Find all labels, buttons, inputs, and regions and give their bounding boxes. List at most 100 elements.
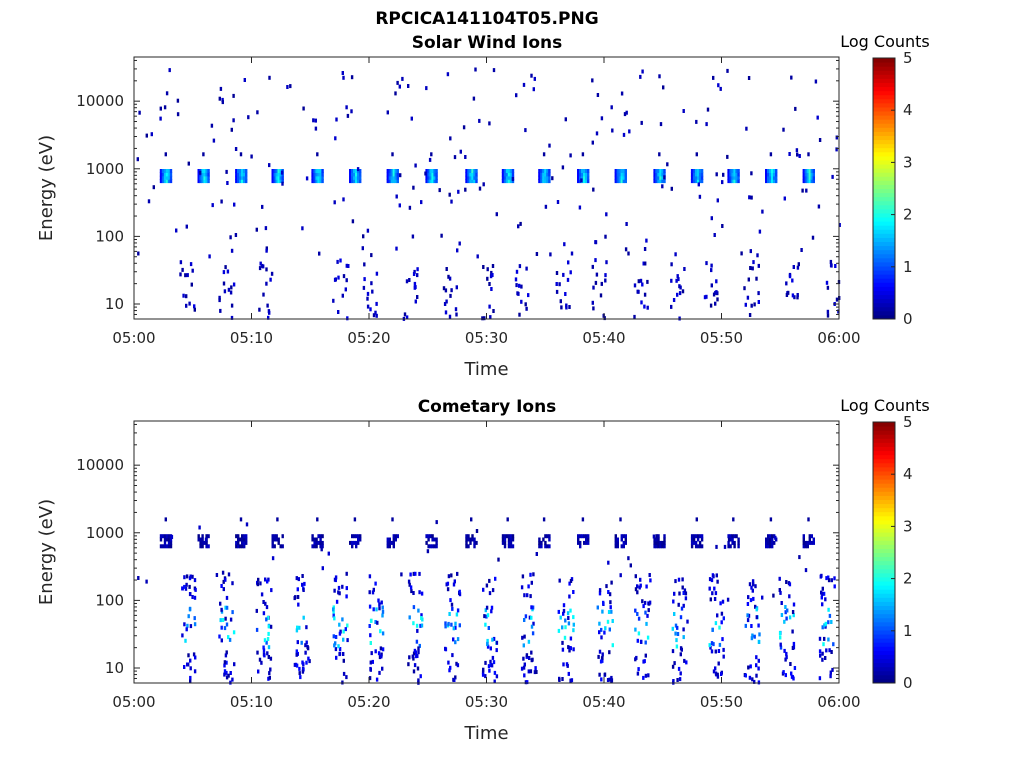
heatmap-cell bbox=[456, 637, 460, 642]
heatmap-cell bbox=[523, 662, 526, 667]
heatmap-cell bbox=[792, 602, 796, 607]
heatmap-cell bbox=[572, 647, 575, 652]
heatmap-cell bbox=[784, 605, 787, 609]
heatmap-cell bbox=[302, 615, 305, 620]
heatmap-cell bbox=[333, 588, 336, 593]
heatmap-cell bbox=[427, 169, 430, 173]
heatmap-cell bbox=[769, 172, 772, 177]
heatmap-cell bbox=[487, 626, 490, 630]
heatmap-cell bbox=[719, 601, 722, 606]
heatmap-cell bbox=[368, 624, 371, 628]
heatmap-cell bbox=[750, 171, 753, 176]
colorbar-segment bbox=[873, 225, 895, 230]
heatmap-cell bbox=[192, 652, 196, 657]
heatmap-cell bbox=[540, 172, 543, 177]
heatmap-cell bbox=[163, 172, 167, 177]
heatmap-cell bbox=[413, 285, 416, 290]
heatmap-cell bbox=[495, 648, 498, 653]
colorbar-segment bbox=[873, 454, 895, 460]
heatmap-cell bbox=[525, 306, 528, 311]
heatmap-cell bbox=[659, 175, 662, 180]
heatmap-cell bbox=[733, 540, 736, 545]
heatmap-cell bbox=[525, 266, 528, 271]
colorbar-segment bbox=[873, 556, 895, 562]
heatmap-cell bbox=[186, 662, 189, 667]
heatmap-cell bbox=[225, 675, 229, 680]
colorbar-segment bbox=[873, 564, 895, 570]
heatmap-cell bbox=[490, 270, 493, 275]
heatmap-cell bbox=[677, 602, 680, 607]
heatmap-cell bbox=[351, 179, 354, 184]
heatmap-cell bbox=[334, 647, 338, 652]
heatmap-cell bbox=[136, 157, 139, 162]
heatmap-cell bbox=[698, 540, 702, 545]
heatmap-cell bbox=[670, 304, 673, 309]
heatmap-cell bbox=[281, 534, 284, 539]
heatmap-cell bbox=[721, 180, 724, 185]
heatmap-cell bbox=[313, 169, 316, 173]
heatmap-cell bbox=[735, 534, 738, 539]
heatmap-cell bbox=[176, 98, 180, 103]
heatmap-cell bbox=[281, 181, 284, 186]
heatmap-cell bbox=[380, 654, 383, 659]
colorbar-segment bbox=[873, 589, 895, 594]
heatmap-cell bbox=[648, 573, 651, 577]
heatmap-cell bbox=[807, 517, 810, 522]
heatmap-cell bbox=[464, 155, 467, 159]
heatmap-cell bbox=[751, 579, 755, 584]
heatmap-cell bbox=[452, 626, 455, 631]
heatmap-cell bbox=[163, 175, 167, 180]
heatmap-cell bbox=[696, 169, 700, 173]
heatmap-cell bbox=[542, 175, 545, 180]
colorbar-segment bbox=[873, 507, 895, 513]
heatmap-cell bbox=[346, 638, 349, 643]
heatmap-cell bbox=[199, 170, 202, 175]
heatmap-cell bbox=[747, 277, 750, 282]
colorbar-tick-label: 3 bbox=[903, 153, 913, 171]
heatmap-cell bbox=[604, 234, 607, 239]
heatmap-cell bbox=[564, 117, 567, 122]
heatmap-cell bbox=[544, 534, 547, 539]
heatmap-cell bbox=[674, 631, 677, 636]
heatmap-cell bbox=[538, 544, 541, 549]
heatmap-cell bbox=[604, 273, 607, 278]
heatmap-cell bbox=[610, 678, 614, 683]
heatmap-cell bbox=[570, 678, 574, 683]
heatmap-cell bbox=[396, 172, 399, 177]
heatmap-cell bbox=[564, 625, 567, 630]
heatmap-cell bbox=[511, 169, 515, 173]
heatmap-cell bbox=[413, 269, 416, 274]
heatmap-cell bbox=[542, 172, 545, 177]
heatmap-cell bbox=[767, 179, 770, 184]
heatmap-cell bbox=[311, 179, 314, 184]
heatmap-cell bbox=[189, 262, 193, 267]
heatmap-cell bbox=[403, 312, 407, 317]
heatmap-cell bbox=[821, 651, 824, 656]
heatmap-cell bbox=[197, 169, 200, 173]
heatmap-cell bbox=[491, 655, 495, 660]
heatmap-cell bbox=[587, 537, 590, 542]
heatmap-cell bbox=[301, 669, 305, 674]
heatmap-cell bbox=[625, 110, 628, 115]
heatmap-cell bbox=[271, 179, 274, 184]
heatmap-cell bbox=[806, 179, 809, 184]
heatmap-cell bbox=[727, 172, 730, 177]
heatmap-cell bbox=[831, 174, 834, 179]
colorbar-segment bbox=[873, 519, 895, 525]
heatmap-cell bbox=[203, 540, 206, 545]
heatmap-cell bbox=[220, 638, 223, 643]
heatmap-cell bbox=[620, 179, 623, 184]
heatmap-cell bbox=[598, 672, 601, 677]
heatmap-cell bbox=[336, 259, 339, 264]
heatmap-cell bbox=[412, 591, 415, 595]
heatmap-cell bbox=[429, 179, 432, 184]
heatmap-cell bbox=[723, 544, 727, 549]
heatmap-cell bbox=[305, 176, 309, 181]
heatmap-cell bbox=[224, 653, 228, 658]
heatmap-cell bbox=[259, 581, 262, 586]
heatmap-cell bbox=[653, 179, 656, 184]
heatmap-cell bbox=[530, 658, 533, 663]
heatmap-cell bbox=[193, 616, 196, 621]
heatmap-cell bbox=[698, 175, 702, 180]
heatmap-cell bbox=[207, 179, 210, 184]
